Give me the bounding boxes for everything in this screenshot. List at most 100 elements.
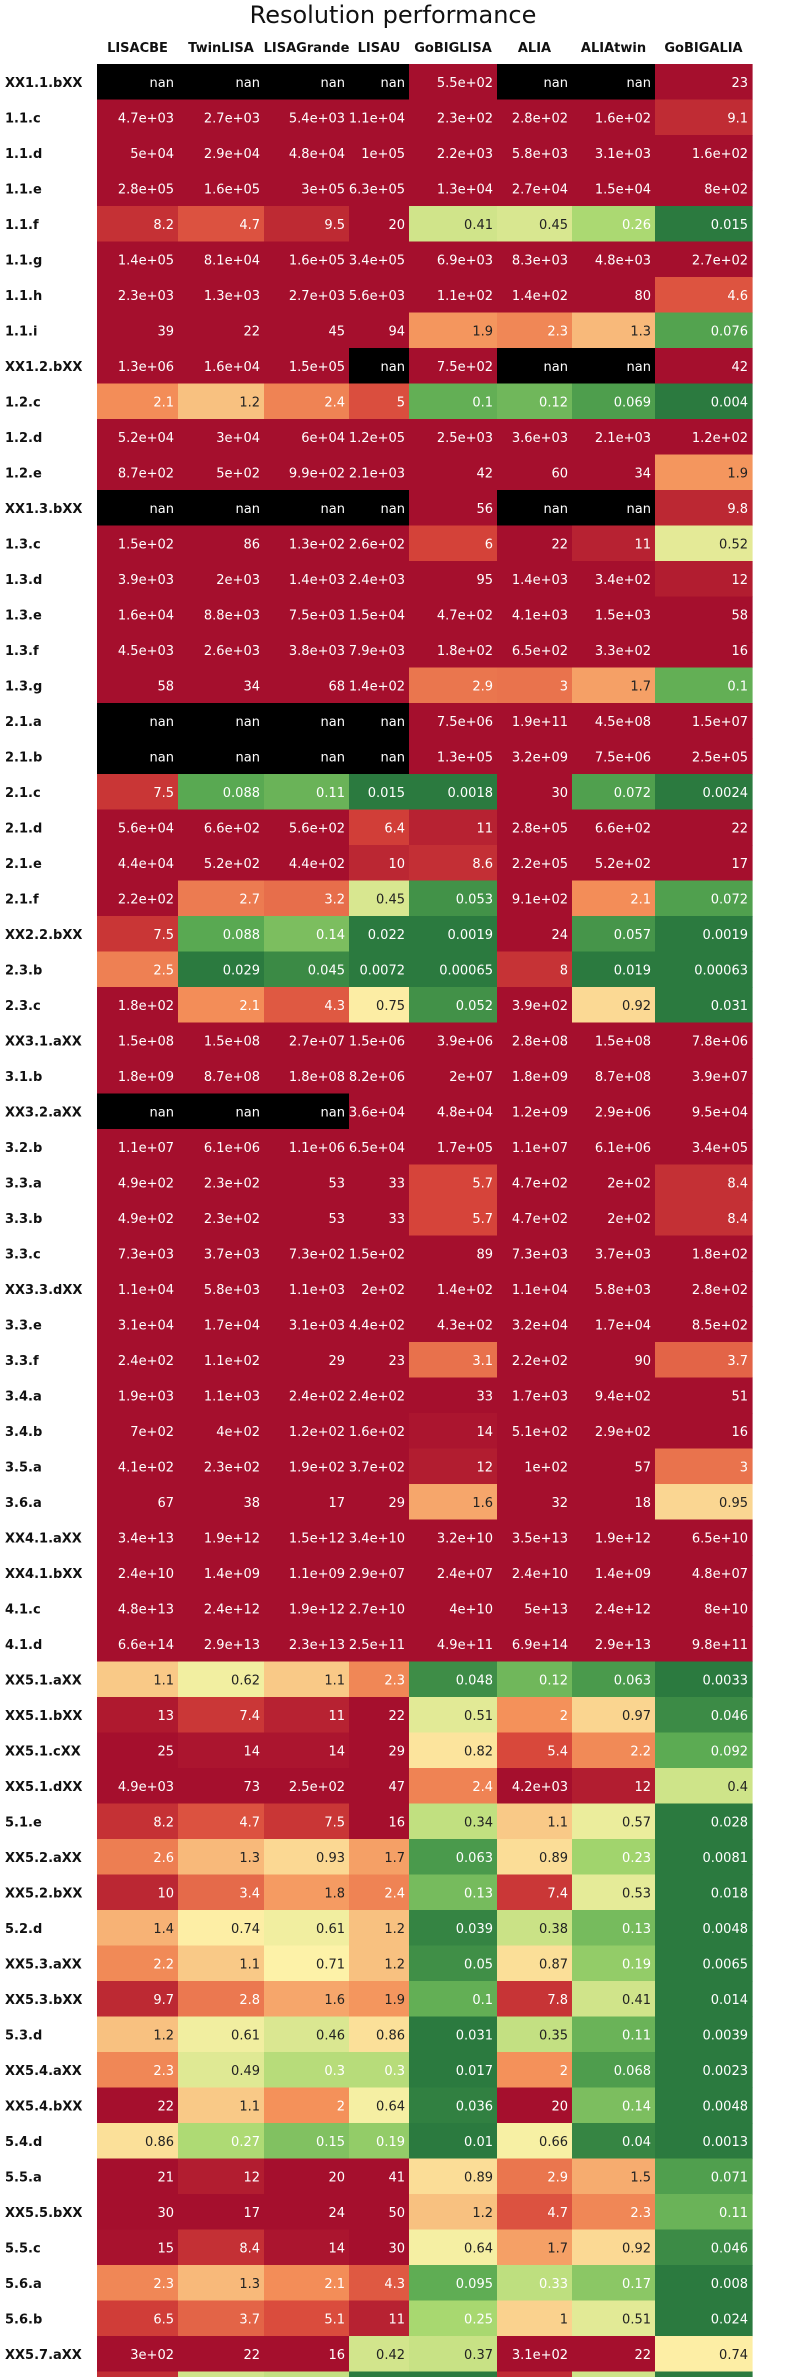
row-label: 2.1.f xyxy=(5,892,39,907)
heatmap-cell xyxy=(97,2123,179,2160)
heatmap-cell xyxy=(97,1413,179,1450)
heatmap-cell xyxy=(264,1164,350,1201)
heatmap-cell xyxy=(97,1555,179,1592)
cell-value-label: 1.4e+03 xyxy=(512,573,568,588)
heatmap-cell xyxy=(409,738,498,775)
cell-value-label: 1.5e+05 xyxy=(289,360,345,375)
heatmap-cell xyxy=(497,2336,573,2373)
cell-value-label: 2 xyxy=(560,2064,568,2079)
cell-value-label: 4.8e+07 xyxy=(692,1567,748,1582)
cell-value-label: 5.7 xyxy=(472,1212,493,1227)
cell-value-label: 7.5 xyxy=(153,928,174,943)
heatmap-cell xyxy=(97,241,179,278)
heatmap-cell xyxy=(97,2371,179,2377)
heatmap-cell xyxy=(97,2265,179,2302)
heatmap-cell xyxy=(264,1093,350,1130)
heatmap-cell xyxy=(97,703,179,740)
heatmap-cell xyxy=(409,206,498,243)
heatmap-cell xyxy=(409,1803,498,1840)
cell-value-label: 9.4e+02 xyxy=(595,1389,651,1404)
heatmap-cell xyxy=(178,1377,265,1414)
cell-value-label: 25 xyxy=(157,1744,174,1759)
heatmap-cell xyxy=(497,1058,573,1095)
row-label: 5.6.a xyxy=(5,2277,42,2292)
cell-value-label: 1.5e+07 xyxy=(692,715,748,730)
heatmap-cell xyxy=(497,490,573,527)
cell-value-label: 29 xyxy=(388,1744,405,1759)
cell-value-label: 17 xyxy=(328,1496,345,1511)
row-label: XX1.1.bXX xyxy=(5,76,82,91)
heatmap-cell xyxy=(655,2123,753,2160)
cell-value-label: 2.8e+08 xyxy=(512,1034,568,1049)
cell-value-label: 8.2e+06 xyxy=(349,1070,405,1085)
heatmap-cell xyxy=(264,312,350,349)
cell-value-label: 0.14 xyxy=(316,928,345,943)
cell-value-label: 51 xyxy=(731,1389,748,1404)
cell-value-label: 0.34 xyxy=(464,1815,493,1830)
heatmap-cell xyxy=(409,64,498,101)
row-label: 3.2.b xyxy=(5,1141,42,1156)
row-label: XX4.1.bXX xyxy=(5,1567,82,1582)
heatmap-cell xyxy=(497,2300,573,2337)
cell-value-label: 0.046 xyxy=(711,2241,748,2256)
heatmap-cell xyxy=(409,2087,498,2124)
heatmap-cell xyxy=(497,2016,573,2053)
heatmap-cell xyxy=(349,632,410,669)
heatmap-cell xyxy=(97,2052,179,2089)
cell-value-label: 41 xyxy=(388,2170,405,2185)
cell-value-label: 2.4e+02 xyxy=(118,1354,174,1369)
cell-value-label: 4.3 xyxy=(384,2277,405,2292)
heatmap-cell xyxy=(264,2300,350,2337)
cell-value-label: 1.5e+04 xyxy=(595,182,651,197)
heatmap-cell xyxy=(572,1022,656,1059)
heatmap-cell xyxy=(655,383,753,420)
cell-value-label: 0.031 xyxy=(711,999,748,1014)
heatmap-cell xyxy=(655,632,753,669)
cell-value-label: 22 xyxy=(243,2348,260,2363)
cell-value-label: 2.1 xyxy=(630,892,651,907)
heatmap-cell xyxy=(178,1626,265,1663)
cell-value-label: 0.0018 xyxy=(448,786,494,801)
cell-value-label: 2.3 xyxy=(153,2064,174,2079)
cell-value-label: 0.19 xyxy=(376,2135,405,2150)
heatmap-cell xyxy=(264,880,350,917)
heatmap-cell xyxy=(264,1910,350,1947)
cell-value-label: 1.5e+08 xyxy=(204,1034,260,1049)
heatmap-cell xyxy=(497,596,573,633)
cell-value-label: 57 xyxy=(634,1460,651,1475)
cell-value-label: 34 xyxy=(634,466,651,481)
heatmap-cell xyxy=(497,419,573,456)
heatmap-cell xyxy=(97,1164,179,1201)
heatmap-cell xyxy=(572,277,656,314)
heatmap-cell xyxy=(349,1661,410,1698)
cell-value-label: 22 xyxy=(551,537,568,552)
cell-value-label: 8.3e+03 xyxy=(512,253,568,268)
cell-value-label: 1.9e+03 xyxy=(118,1389,174,1404)
heatmap-cell xyxy=(97,312,179,349)
heatmap-cell xyxy=(349,1910,410,1947)
heatmap-cell xyxy=(409,987,498,1024)
cell-value-label: 5e+04 xyxy=(130,147,174,162)
cell-value-label: 2.4e+10 xyxy=(512,1567,568,1582)
cell-value-label: 0.0023 xyxy=(703,2064,749,2079)
cell-value-label: nan xyxy=(627,76,651,91)
cell-value-label: 7.5 xyxy=(324,1815,345,1830)
heatmap-cell xyxy=(97,987,179,1024)
cell-value-label: 1.5e+08 xyxy=(118,1034,174,1049)
cell-value-label: 3.9e+03 xyxy=(118,573,174,588)
cell-value-label: 4.5e+08 xyxy=(595,715,651,730)
cell-value-label: 0.86 xyxy=(145,2135,174,2150)
cell-value-label: 7.5e+02 xyxy=(437,360,493,375)
cell-value-label: 0.4 xyxy=(727,1780,748,1795)
cell-value-label: 0.036 xyxy=(456,2099,493,2114)
heatmap-cell xyxy=(572,490,656,527)
heatmap-cell xyxy=(572,454,656,491)
heatmap-cell xyxy=(97,419,179,456)
heatmap-cell xyxy=(655,1626,753,1663)
heatmap-cell xyxy=(178,383,265,420)
heatmap-cell xyxy=(497,1448,573,1485)
heatmap-cell xyxy=(264,170,350,207)
heatmap-cell xyxy=(349,738,410,775)
heatmap-cell xyxy=(497,774,573,811)
